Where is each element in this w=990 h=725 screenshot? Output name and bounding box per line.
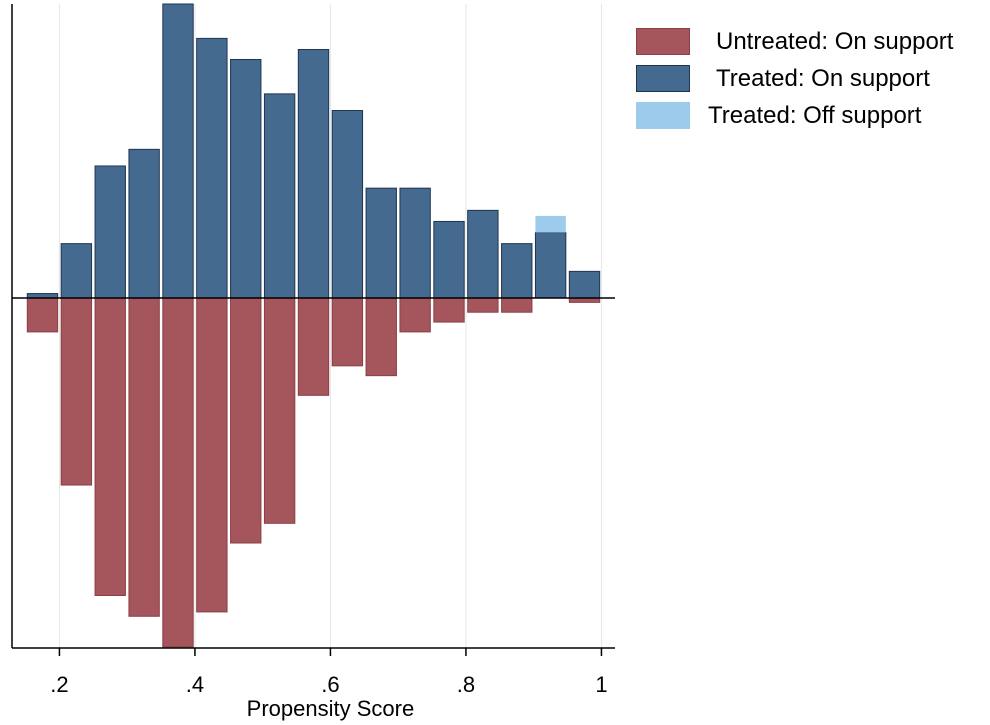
bar-untreated-on-support-2 [94, 297, 126, 596]
x-tick-label-0: .2 [50, 672, 68, 697]
bar-untreated-on-support-6 [230, 297, 262, 544]
legend-swatch-treated-off-support [636, 102, 690, 129]
axes-group [11, 4, 615, 656]
bar-treated-on-support-2 [94, 165, 126, 299]
bar-treated-on-support-5 [196, 37, 228, 299]
bar-untreated-on-support-10 [365, 297, 397, 377]
bar-treated-on-support-15 [534, 232, 567, 299]
x-tick-label-3: .8 [457, 672, 475, 697]
bar-treated-on-support-1 [60, 243, 93, 299]
bar-untreated-on-support-0 [26, 297, 59, 333]
bar-untreated-on-support-5 [196, 297, 228, 613]
bar-treated-on-support-8 [297, 48, 330, 299]
bar-untreated-on-support-3 [128, 297, 160, 617]
legend-label-untreated-on-support: Untreated: On support [716, 28, 954, 55]
x-tick-label-2: .6 [321, 672, 339, 697]
bar-untreated-on-support-13 [467, 297, 499, 313]
bar-treated-off-support-15 [535, 215, 566, 233]
bar-untreated-on-support-12 [433, 297, 465, 323]
bar-untreated-on-support-8 [297, 297, 330, 396]
bar-treated-on-support-10 [365, 187, 397, 299]
legend-label-treated-off-support: Treated: Off support [708, 102, 922, 129]
bar-treated-on-support-16 [568, 270, 601, 299]
bar-untreated-on-support-1 [60, 297, 93, 486]
bar-untreated-on-support-14 [501, 297, 533, 313]
bar-treated-on-support-12 [433, 220, 465, 299]
bar-treated-on-support-14 [501, 243, 533, 299]
bar-untreated-on-support-4 [162, 297, 194, 648]
bar-untreated-on-support-11 [399, 297, 431, 333]
bar-untreated-on-support-9 [331, 297, 364, 367]
bar-treated-on-support-9 [331, 110, 364, 299]
bar-treated-on-support-6 [230, 58, 262, 299]
legend-swatch-untreated-on-support [636, 28, 690, 55]
bar-untreated-on-support-7 [263, 297, 296, 524]
bars-group [26, 3, 601, 648]
legend-swatch-treated-on-support [636, 65, 690, 92]
x-tick-label-4: 1 [595, 672, 607, 697]
legend-label-treated-on-support: Treated: On support [716, 65, 930, 92]
bar-treated-on-support-11 [399, 187, 431, 299]
bar-treated-on-support-4 [162, 3, 194, 299]
bar-treated-on-support-3 [128, 148, 160, 299]
x-tick-labels: .2 .4 .6 .8 1 [50, 672, 607, 697]
bar-treated-on-support-13 [467, 209, 499, 299]
x-axis-title: Propensity Score [247, 696, 415, 721]
grid-lines [58, 4, 602, 648]
bar-treated-on-support-7 [263, 93, 296, 299]
x-tick-label-1: .4 [186, 672, 204, 697]
